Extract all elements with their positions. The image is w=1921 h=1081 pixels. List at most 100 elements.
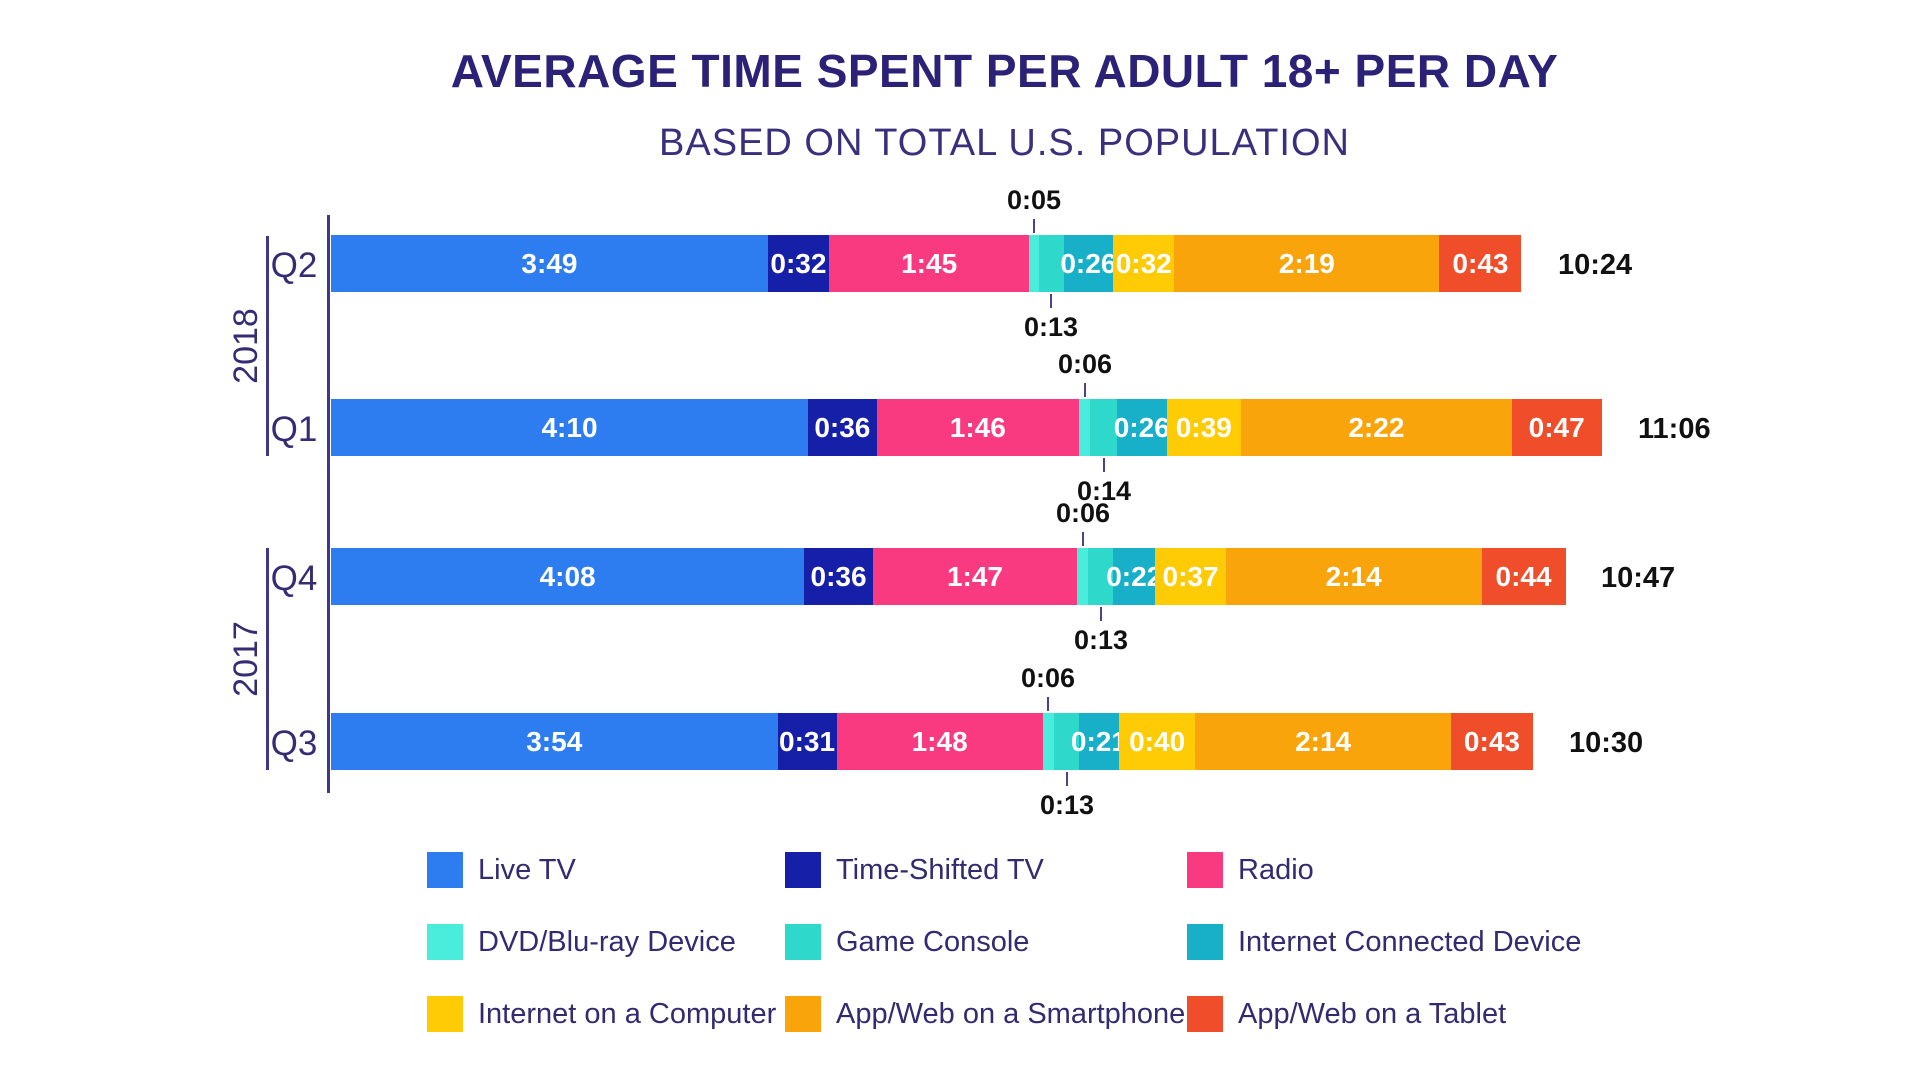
legend-label: Internet on a Computer	[478, 997, 777, 1030]
segment-value: 0:31	[779, 725, 836, 757]
segment-tablet: 0:47	[1511, 399, 1602, 456]
segment-internet-connected-device: 0:22	[1106, 548, 1162, 605]
segment-time-shifted-tv: 0:31	[777, 713, 837, 770]
segment-live-tv: 4:10	[331, 399, 808, 456]
segment-value: 1:47	[946, 560, 1003, 592]
segment-value: 0:26	[1113, 411, 1170, 443]
legend-label: DVD/Blu-ray Device	[478, 925, 736, 958]
segment-value: 2:14	[1295, 725, 1352, 757]
segment-value: 1:48	[911, 725, 968, 757]
segment-value: 0:36	[810, 560, 867, 592]
segment-internet-connected-device: 0:21	[1071, 713, 1127, 770]
chart-header: AVERAGE TIME SPENT PER ADULT 18+ PER DAY…	[0, 0, 1921, 165]
y-axis-line	[327, 215, 330, 793]
legend-label: App/Web on a Tablet	[1238, 997, 1507, 1030]
bar-row-q3-2017: 3:54 0:31 1:48 0:21 0:40 2:14 0:43	[331, 713, 1533, 770]
segment-internet-connected-device: 0:26	[1060, 235, 1116, 292]
legend-item-smartphone: App/Web on a Smartphone	[785, 996, 1185, 1032]
bar-row-q4-2017: 4:08 0:36 1:47 0:22 0:37 2:14 0:44	[331, 548, 1566, 605]
segment-game-console	[1088, 548, 1114, 605]
callout-tick-below-q2-2018	[1050, 294, 1052, 308]
segment-value: 0:47	[1528, 411, 1585, 443]
legend-label: Time-Shifted TV	[836, 853, 1044, 886]
callout-tick-below-q4-2017	[1100, 607, 1102, 621]
legend-item-tablet: App/Web on a Tablet	[1187, 996, 1506, 1032]
legend-item-live-tv: Live TV	[427, 852, 576, 888]
quarter-label-q4-2017: Q4	[270, 559, 318, 598]
year-label-2017: 2017	[227, 621, 265, 697]
segment-value: 3:54	[526, 725, 583, 757]
segment-smartphone: 2:14	[1195, 713, 1451, 770]
legend-swatch-tablet	[1187, 996, 1223, 1032]
callout-tick-above-q2-2018	[1033, 219, 1035, 233]
segment-internet-computer: 0:32	[1113, 235, 1175, 292]
segment-value: 1:46	[949, 411, 1006, 443]
segment-value: 4:08	[539, 560, 596, 592]
segment-smartphone: 2:19	[1174, 235, 1440, 292]
segment-time-shifted-tv: 0:36	[804, 548, 873, 605]
segment-value: 4:10	[541, 411, 598, 443]
segment-radio: 1:47	[872, 548, 1078, 605]
legend-swatch-internet-computer	[427, 996, 463, 1032]
segment-value: 0:39	[1175, 411, 1232, 443]
segment-value: 0:37	[1162, 560, 1219, 592]
legend-item-internet-computer: Internet on a Computer	[427, 996, 776, 1032]
segment-dvd-bluray	[1029, 235, 1039, 292]
segment-internet-computer: 0:39	[1166, 399, 1241, 456]
segment-radio: 1:45	[828, 235, 1030, 292]
segment-value: 1:45	[901, 247, 958, 279]
total-label-q2-2018: 10:24	[1558, 249, 1633, 281]
segment-value: 0:32	[770, 247, 827, 279]
segment-dvd-bluray	[1077, 548, 1089, 605]
segment-radio: 1:46	[876, 399, 1079, 456]
legend-item-radio: Radio	[1187, 852, 1314, 888]
bar-row-q1-2018: 4:10 0:36 1:46 0:26 0:39 2:22 0:47	[331, 399, 1602, 456]
bar-row-q2-2018: 3:49 0:32 1:45 0:26 0:32 2:19 0:43	[331, 235, 1522, 292]
legend-swatch-smartphone	[785, 996, 821, 1032]
legend-label: Live TV	[478, 853, 576, 886]
segment-game-console	[1090, 399, 1117, 456]
segment-internet-computer: 0:40	[1118, 713, 1196, 770]
total-label-q4-2017: 10:47	[1601, 562, 1676, 594]
legend-item-internet-connected-device: Internet Connected Device	[1187, 924, 1581, 960]
segment-internet-computer: 0:37	[1155, 548, 1226, 605]
segment-value: 0:40	[1129, 725, 1186, 757]
segment-internet-connected-device: 0:26	[1113, 399, 1170, 456]
legend-item-time-shifted-tv: Time-Shifted TV	[785, 852, 1044, 888]
segment-value: 2:19	[1278, 247, 1335, 279]
legend-swatch-dvd-bluray	[427, 924, 463, 960]
callout-value-below-q2-2018: 0:13	[1023, 312, 1079, 342]
legend-label: App/Web on a Smartphone	[836, 997, 1186, 1030]
callout-value-above-q1-2018: 0:06	[1057, 349, 1113, 379]
segment-live-tv: 3:54	[331, 713, 778, 770]
chart-subtitle: BASED ON TOTAL U.S. POPULATION	[659, 122, 1350, 164]
legend-swatch-radio	[1187, 852, 1223, 888]
callout-value-below-q1-2018: 0:14	[1076, 476, 1132, 506]
segment-value: 3:49	[521, 247, 578, 279]
legend-swatch-time-shifted-tv	[785, 852, 821, 888]
segment-value: 0:26	[1060, 247, 1117, 279]
year-bracket-2017	[266, 548, 269, 770]
segment-time-shifted-tv: 0:36	[808, 399, 877, 456]
legend-swatch-live-tv	[427, 852, 463, 888]
legend-label: Game Console	[836, 925, 1030, 958]
segment-value: 0:43	[1463, 725, 1520, 757]
segment-value: 2:22	[1348, 411, 1405, 443]
quarter-label-q1-2018: Q1	[270, 410, 318, 449]
segment-value: 0:36	[814, 411, 871, 443]
segment-tablet: 0:43	[1450, 713, 1533, 770]
callout-value-above-q4-2017: 0:06	[1055, 498, 1111, 528]
total-label-q1-2018: 11:06	[1638, 413, 1711, 445]
segment-value: 0:44	[1495, 560, 1552, 592]
segment-dvd-bluray	[1078, 399, 1091, 456]
quarter-label-q3-2017: Q3	[270, 724, 318, 763]
segment-live-tv: 4:08	[331, 548, 805, 605]
callout-value-above-q2-2018: 0:05	[1006, 185, 1062, 215]
segment-value: 0:21	[1070, 725, 1127, 757]
segment-time-shifted-tv: 0:32	[767, 235, 829, 292]
legend-item-game-console: Game Console	[785, 924, 1029, 960]
segment-value: 0:43	[1452, 247, 1509, 279]
callout-tick-above-q4-2017	[1082, 532, 1084, 546]
callout-value-above-q3-2017: 0:06	[1020, 663, 1076, 693]
